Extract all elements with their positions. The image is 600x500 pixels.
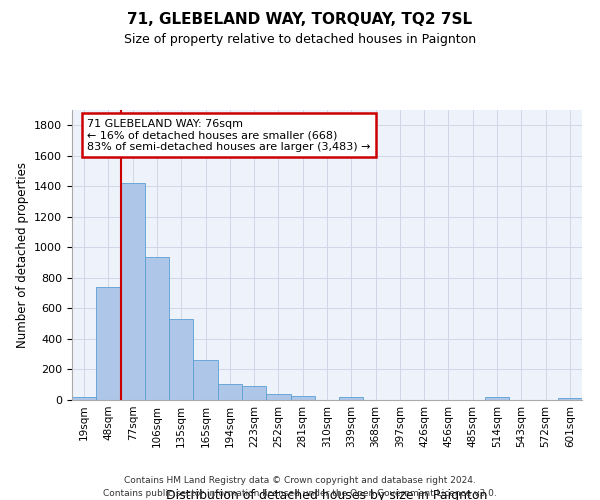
Text: 71, GLEBELAND WAY, TORQUAY, TQ2 7SL: 71, GLEBELAND WAY, TORQUAY, TQ2 7SL [127,12,473,28]
Text: Contains HM Land Registry data © Crown copyright and database right 2024.: Contains HM Land Registry data © Crown c… [124,476,476,485]
Bar [558,398,582,400]
Text: Size of property relative to detached houses in Paignton: Size of property relative to detached ho… [124,32,476,46]
Bar [339,398,364,400]
Y-axis label: Number of detached properties: Number of detached properties [16,162,29,348]
Text: Contains public sector information licensed under the Open Government Licence v3: Contains public sector information licen… [103,489,497,498]
Bar [121,184,145,400]
Bar [145,258,169,400]
Bar [266,394,290,400]
Bar [96,287,121,400]
Bar [72,396,96,400]
Bar [218,384,242,400]
Bar [485,398,509,400]
Text: 71 GLEBELAND WAY: 76sqm
← 16% of detached houses are smaller (668)
83% of semi-d: 71 GLEBELAND WAY: 76sqm ← 16% of detache… [88,118,371,152]
Bar [242,386,266,400]
Bar [290,396,315,400]
Bar [169,319,193,400]
X-axis label: Distribution of detached houses by size in Paignton: Distribution of detached houses by size … [166,488,488,500]
Bar [193,360,218,400]
